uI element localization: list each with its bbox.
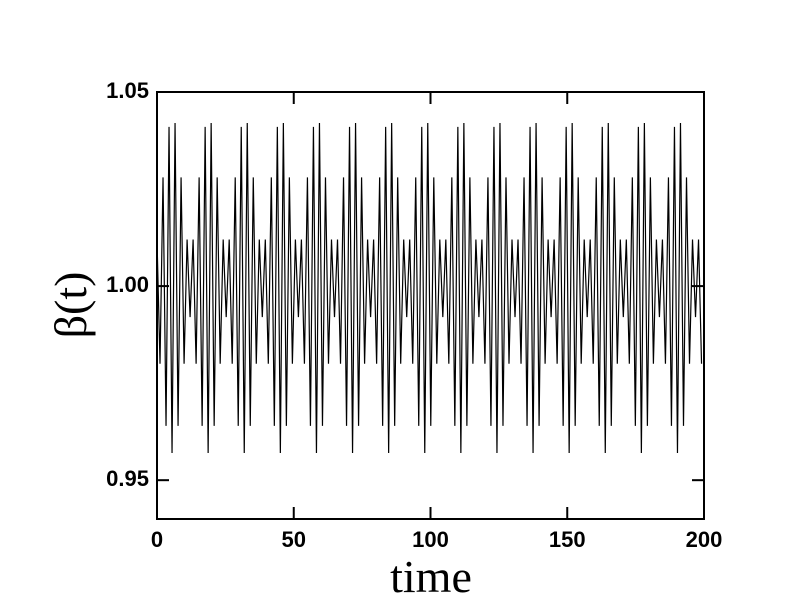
y-tick-label: 1.05 (106, 78, 149, 103)
y-axis-label: β(t) (45, 272, 96, 339)
x-tick-label: 100 (412, 527, 449, 552)
x-tick-label: 50 (282, 527, 306, 552)
x-tick-label: 150 (549, 527, 586, 552)
y-tick-label: 1.00 (106, 272, 149, 297)
x-tick-label: 0 (151, 527, 163, 552)
x-tick-label: 200 (686, 527, 723, 552)
x-axis-label: time (390, 551, 472, 602)
y-tick-label: 0.95 (106, 466, 149, 491)
line (156, 123, 703, 454)
